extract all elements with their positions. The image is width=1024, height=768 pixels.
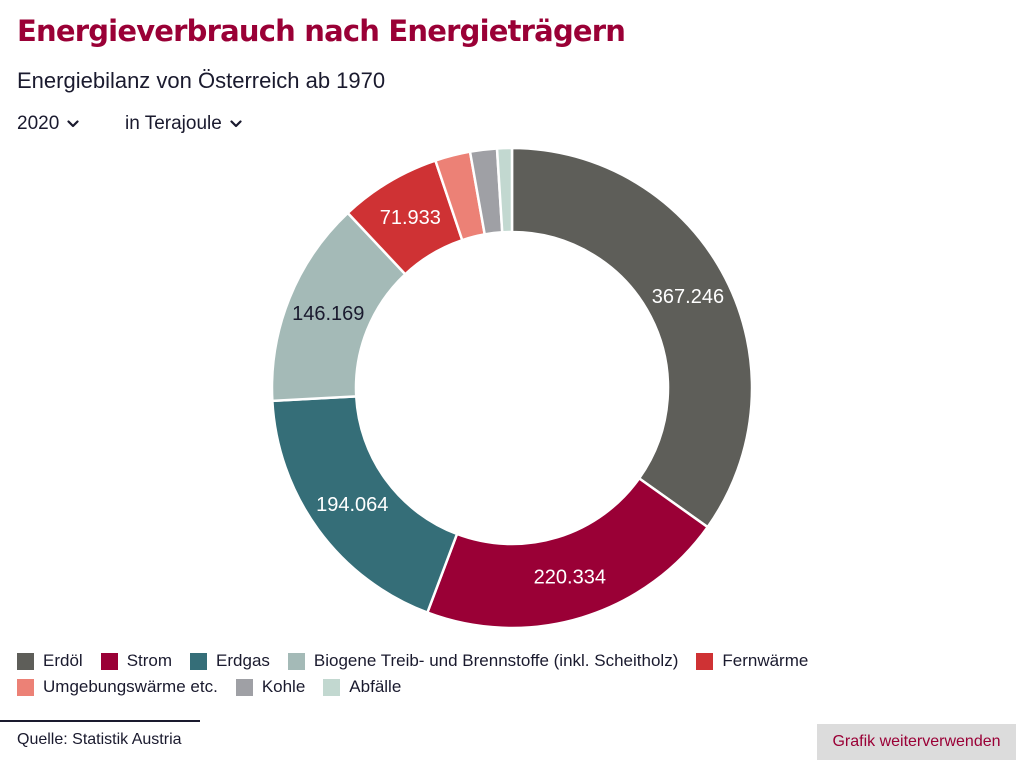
legend-swatch <box>235 678 253 696</box>
donut-slice-abfaelle[interactable] <box>495 146 514 234</box>
donut-slice-strom[interactable] <box>426 477 709 630</box>
legend-item-erdgas[interactable]: Erdgas <box>190 651 270 670</box>
source-note: Quelle: Statistik Austria <box>17 731 182 748</box>
legend-item-erdoel[interactable]: Erdöl <box>17 651 83 670</box>
legend-label: Strom <box>126 651 173 670</box>
legend-swatch <box>100 652 118 670</box>
legend-label: Erdgas <box>216 651 270 670</box>
chart-title: Energieverbrauch nach Energieträgern <box>17 14 626 48</box>
legend-label: Kohle <box>261 677 306 696</box>
footer-divider <box>0 720 200 722</box>
legend-item-fernwaerme[interactable]: Fernwärme <box>696 651 809 670</box>
chart-subtitle: Energiebilanz von Österreich ab 1970 <box>17 68 386 93</box>
donut-chart: 367.246 220.334 194.064 146.169 71.933 <box>270 146 754 630</box>
legend-item-strom[interactable]: Strom <box>100 651 173 670</box>
unit-dropdown-value: in Terajoule <box>125 113 222 134</box>
reuse-chart-button[interactable]: Grafik weiterverwenden <box>817 724 1016 760</box>
legend-item-biogene-treib-und-brennstoffe-inkl-scheitholz[interactable]: Biogene Treib- und Brennstoffe (inkl. Sc… <box>287 651 679 670</box>
legend-swatch <box>17 678 34 696</box>
legend-label: Biogene Treib- und Brennstoffe (inkl. Sc… <box>313 651 679 670</box>
legend-swatch <box>323 678 341 696</box>
data-label-strom: 220.334 <box>534 566 606 588</box>
legend-item-umgebungswaerme-etc[interactable]: Umgebungswärme etc. <box>17 677 218 696</box>
year-dropdown-value: 2020 <box>17 113 60 134</box>
chart-legend: Erdöl Strom Erdgas Biogene Treib- und Brenn… <box>17 651 857 696</box>
legend-item-abfaelle[interactable]: Abfälle <box>323 677 402 696</box>
legend-label: Umgebungswärme etc. <box>43 677 218 696</box>
legend-swatch <box>287 652 305 670</box>
legend-swatch <box>696 652 714 670</box>
data-label-biogene-treib-und-brennstoffe-inkl-scheitholz: 146.169 <box>292 303 364 325</box>
year-dropdown[interactable]: 2020 <box>17 113 79 135</box>
data-label-fernwaerme: 71.933 <box>380 207 441 229</box>
legend-item-kohle[interactable]: Kohle <box>235 677 306 696</box>
legend-swatch <box>190 652 208 670</box>
legend-swatch <box>17 652 34 670</box>
data-label-erdgas: 194.064 <box>316 494 388 516</box>
legend-label: Fernwärme <box>722 651 809 670</box>
chevron-down-icon <box>230 120 242 128</box>
data-label-erdoel: 367.246 <box>652 286 724 308</box>
unit-dropdown[interactable]: in Terajoule <box>125 113 242 135</box>
chevron-down-icon <box>67 120 79 128</box>
donut-slice-erdoel[interactable] <box>510 146 754 529</box>
legend-label: Abfälle <box>349 677 402 696</box>
legend-label: Erdöl <box>43 651 83 670</box>
